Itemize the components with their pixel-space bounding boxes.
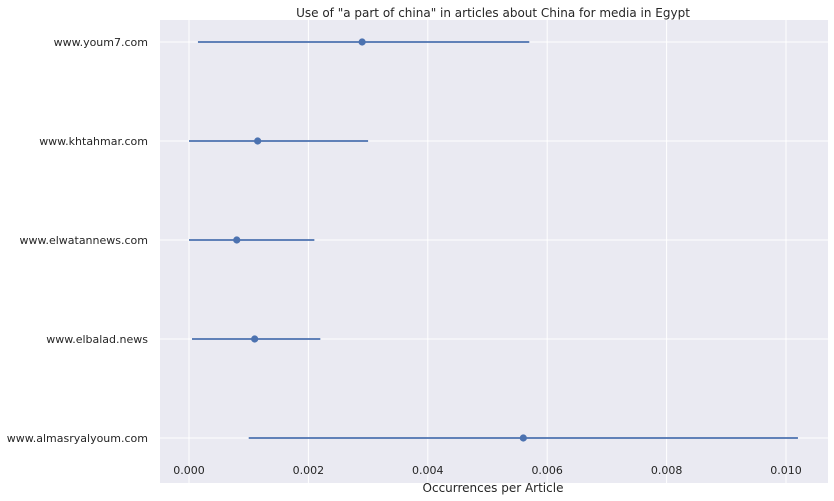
data-point bbox=[254, 137, 262, 145]
y-category-label: www.elwatannews.com bbox=[19, 234, 148, 247]
x-axis-label: Occurrences per Article bbox=[423, 481, 564, 495]
data-point bbox=[251, 335, 259, 343]
plot-background bbox=[160, 20, 828, 483]
y-category-label: www.youm7.com bbox=[54, 36, 148, 49]
data-point bbox=[233, 236, 241, 244]
data-point bbox=[358, 38, 366, 46]
x-tick-label: 0.008 bbox=[651, 464, 683, 477]
y-category-label: www.elbalad.news bbox=[46, 333, 148, 346]
y-category-label: www.almasryalyoum.com bbox=[7, 432, 148, 445]
y-category-label: www.khtahmar.com bbox=[39, 135, 148, 148]
x-tick-label: 0.004 bbox=[412, 464, 444, 477]
data-point bbox=[519, 434, 527, 442]
x-tick-label: 0.006 bbox=[531, 464, 563, 477]
x-tick-label: 0.002 bbox=[293, 464, 325, 477]
chart-title: Use of "a part of china" in articles abo… bbox=[296, 6, 690, 20]
x-tick-labels: 0.000 0.002 0.004 0.006 0.008 0.010 bbox=[173, 464, 802, 477]
x-tick-label: 0.000 bbox=[173, 464, 205, 477]
chart-marks bbox=[189, 38, 798, 442]
y-category-labels: www.youm7.com www.khtahmar.com www.elwatan… bbox=[7, 36, 148, 445]
x-tick-label: 0.010 bbox=[770, 464, 802, 477]
